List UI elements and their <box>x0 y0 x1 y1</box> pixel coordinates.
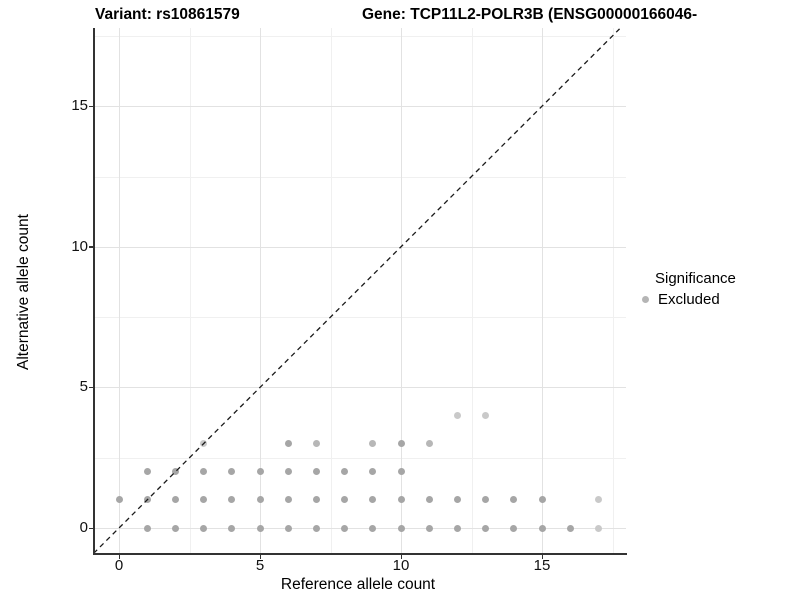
legend-item-excluded: Excluded <box>642 291 736 308</box>
data-point <box>256 524 264 532</box>
data-point <box>369 524 377 532</box>
data-point <box>369 440 377 448</box>
data-point <box>425 496 433 504</box>
data-point <box>453 412 461 420</box>
data-point <box>228 524 236 532</box>
data-point <box>594 524 602 532</box>
data-point <box>482 496 490 504</box>
y-axis-tick <box>88 105 93 108</box>
data-point <box>369 468 377 476</box>
x-tick-label: 0 <box>114 557 124 574</box>
identity-diagonal-line <box>93 28 621 554</box>
data-point <box>200 440 208 448</box>
x-axis-tick <box>118 555 120 559</box>
y-axis-tick <box>88 527 93 529</box>
data-point <box>482 524 490 532</box>
data-point <box>171 496 179 504</box>
legend-title: Significance <box>655 270 736 287</box>
data-point <box>143 524 151 532</box>
x-axis-tick <box>259 555 261 559</box>
data-point <box>143 496 151 504</box>
data-point <box>369 496 377 504</box>
y-axis-title: Alternative allele count <box>15 214 32 370</box>
plot-title-variant: Variant: rs10861579 <box>95 6 240 23</box>
gridline-horizontal <box>93 176 626 178</box>
data-point <box>453 524 461 532</box>
data-point <box>312 524 320 532</box>
data-point <box>510 496 518 504</box>
x-axis-tick <box>400 555 402 559</box>
gridline-horizontal <box>93 457 626 459</box>
data-point <box>510 524 518 532</box>
y-axis-tick <box>88 246 93 248</box>
data-point <box>312 468 320 476</box>
data-point <box>397 496 405 504</box>
legend-item-label: Excluded <box>658 291 720 308</box>
data-point <box>566 524 574 532</box>
data-point <box>312 496 320 504</box>
x-axis-line <box>93 553 627 555</box>
data-point <box>200 468 208 476</box>
y-tick-label: 10 <box>71 237 88 255</box>
y-tick-label: 5 <box>79 378 88 396</box>
plot-title-gene: Gene: TCP11L2-POLR3B (ENSG00000166046- <box>362 6 698 23</box>
data-point <box>284 496 292 504</box>
gridline-horizontal <box>93 35 626 37</box>
data-point <box>143 468 151 476</box>
data-point <box>256 496 264 504</box>
data-point <box>284 468 292 476</box>
data-point <box>538 524 546 532</box>
legend-key-dot-icon <box>642 296 649 303</box>
y-tick-label: 15 <box>71 97 88 115</box>
x-tick-label: 5 <box>255 557 265 574</box>
x-axis-tick <box>541 555 543 559</box>
data-point <box>397 468 405 476</box>
gridline-horizontal <box>93 106 626 108</box>
data-point <box>425 524 433 532</box>
data-point <box>453 496 461 504</box>
gridline-horizontal <box>93 387 626 389</box>
data-point <box>397 524 405 532</box>
data-point <box>341 496 349 504</box>
data-point <box>312 440 320 448</box>
data-point <box>171 468 179 476</box>
data-point <box>482 412 490 420</box>
y-axis-tick <box>88 386 93 389</box>
data-point <box>594 496 602 504</box>
data-point <box>171 524 179 532</box>
y-axis-line <box>93 28 95 554</box>
y-tick-label: 0 <box>79 519 88 536</box>
legend: Significance Excluded <box>642 270 736 308</box>
data-point <box>115 496 123 504</box>
data-point <box>228 496 236 504</box>
gridline-horizontal <box>93 246 626 248</box>
data-point <box>425 440 433 448</box>
data-point <box>200 496 208 504</box>
x-tick-label: 10 <box>392 557 410 574</box>
data-point <box>538 496 546 504</box>
data-point <box>284 524 292 532</box>
data-point <box>228 468 236 476</box>
x-tick-label: 15 <box>533 557 551 574</box>
data-point <box>341 468 349 476</box>
data-point <box>341 524 349 532</box>
data-point <box>284 440 292 448</box>
data-point <box>200 524 208 532</box>
gridline-horizontal <box>93 317 626 319</box>
x-axis-title: Reference allele count <box>280 576 436 593</box>
data-point <box>256 468 264 476</box>
data-point <box>397 440 405 448</box>
